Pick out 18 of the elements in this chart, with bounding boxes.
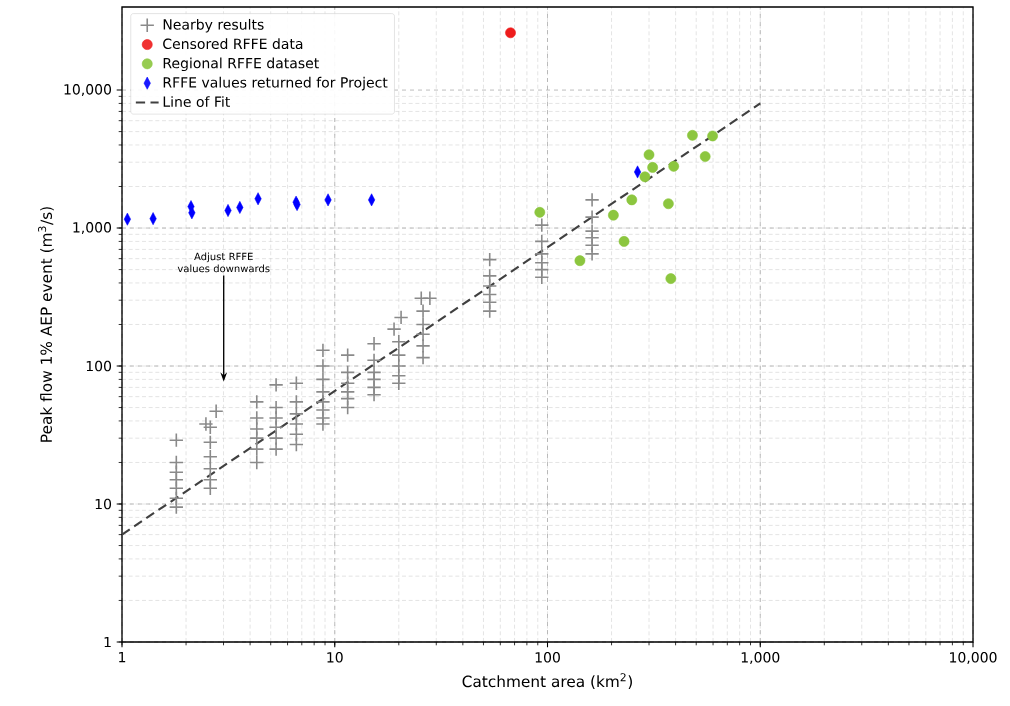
y-axis-title: Peak flow 1% AEP event (m$^{3}$/s) [38, 207, 54, 442]
y-tick-label: 10 [95, 498, 112, 510]
legend-label: RFFE values returned for Project [163, 76, 388, 91]
y-tick-label: 100 [86, 360, 112, 372]
y-tick-label: 1 [104, 636, 111, 648]
x-tick-label: 1,000 [741, 652, 780, 665]
legend-label: Nearby results [163, 18, 264, 33]
x-tick-label: 10,000 [950, 652, 997, 665]
x-tick-label: 10 [327, 652, 343, 663]
x-tick-label: 100 [535, 652, 560, 663]
legend-label: Regional RFFE dataset [163, 57, 319, 72]
y-tick-label: 1,000 [73, 222, 112, 235]
annotation: Adjust RFFE values downwards [177, 252, 270, 273]
legend-label: Censored RFFE data [163, 38, 303, 50]
x-axis-title: Catchment area (km$^{2}$) [462, 673, 632, 689]
legend-label: Line of Fit [163, 96, 230, 107]
y-tick-label: 10,000 [64, 84, 112, 97]
x-tick-label: 1 [119, 652, 126, 663]
